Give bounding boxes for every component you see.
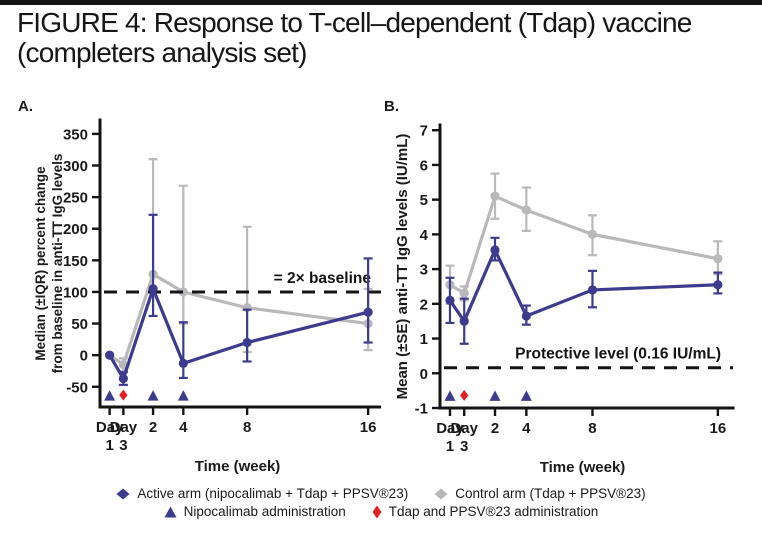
- data-point: [105, 350, 115, 360]
- series-line: [108, 287, 370, 381]
- x-tick-label: Day: [110, 419, 138, 436]
- figure-title-line2: (completers analysis set): [17, 36, 307, 68]
- data-point: [713, 280, 723, 290]
- legend-item-tdap-admin: Tdap and PPSV®23 administration: [372, 504, 599, 519]
- y-tick-label: 0: [420, 366, 428, 383]
- x-tick-label: Day: [450, 420, 478, 437]
- data-point: [490, 245, 500, 255]
- data-point: [490, 191, 500, 201]
- legend-label-tdap-admin: Tdap and PPSV®23 administration: [388, 504, 599, 519]
- nipocalimab-marker: [147, 390, 159, 401]
- y-axis-title: Mean (±SE) anti-TT IgG levels (IU/mL): [394, 134, 411, 400]
- y-tick-label: 300: [63, 158, 88, 175]
- x-tick-label: 8: [588, 420, 596, 437]
- y-tick-label: 7: [420, 123, 428, 140]
- y-tick-label: 2: [420, 296, 428, 313]
- reference-line-label: = 2× baseline: [274, 270, 372, 287]
- tdap-marker: [460, 389, 469, 401]
- y-tick-label: 1: [420, 331, 428, 348]
- data-point: [587, 285, 598, 295]
- nipocalimab-marker: [177, 390, 189, 401]
- x-tick-label: 16: [710, 420, 727, 437]
- data-point: [148, 284, 158, 294]
- figure-title-line1: FIGURE 4: Response to T-cell–dependent (…: [17, 7, 692, 38]
- nipocalimab-triangle-icon: [164, 506, 177, 517]
- x-tick-label: Day: [436, 420, 464, 437]
- data-point: [459, 316, 469, 326]
- x-tick-label: 3: [460, 438, 468, 455]
- legend-row-arms: Active arm (nipocalimab + Tdap + PPSV®23…: [116, 486, 646, 501]
- y-axis-title: from baseline in anti-TT IgG levels: [50, 154, 65, 374]
- x-tick-label: 2: [491, 420, 499, 437]
- x-axis-title: Time (week): [195, 458, 281, 475]
- x-tick-label: 16: [360, 419, 377, 436]
- y-tick-label: -1: [415, 401, 428, 418]
- data-point: [521, 311, 531, 321]
- legend-label-active-arm: Active arm (nipocalimab + Tdap + PPSV®23…: [137, 486, 409, 501]
- data-point: [587, 229, 598, 239]
- y-tick-label: 250: [63, 190, 88, 207]
- data-point: [459, 288, 469, 299]
- y-tick-label: 3: [420, 262, 428, 279]
- data-point: [713, 254, 723, 264]
- y-tick-label: 50: [71, 316, 88, 333]
- nipocalimab-marker: [104, 390, 116, 401]
- data-point: [178, 287, 188, 297]
- nipocalimab-marker: [444, 390, 456, 401]
- series-line: [108, 272, 370, 367]
- y-tick-label: 150: [63, 253, 88, 270]
- data-point: [178, 358, 188, 368]
- x-tick-label: 8: [243, 419, 251, 436]
- panel-b-label: B.: [384, 98, 399, 115]
- y-tick-label: 350: [63, 126, 88, 143]
- series-line: [448, 248, 720, 323]
- data-point: [363, 307, 373, 317]
- x-tick-label: 1: [105, 437, 113, 454]
- data-point: [242, 337, 252, 348]
- series-line: [448, 194, 720, 296]
- tdap-diamond-icon: [372, 505, 382, 518]
- data-point: [118, 373, 128, 384]
- active-arm-diamond-icon: [116, 488, 130, 499]
- legend-item-active-arm: Active arm (nipocalimab + Tdap + PPSV®23…: [116, 486, 408, 501]
- figure-title: FIGURE 4: Response to T-cell–dependent (…: [17, 8, 757, 67]
- y-tick-label: 0: [80, 348, 88, 365]
- data-point: [445, 295, 455, 305]
- nipocalimab-marker: [489, 390, 501, 401]
- legend-item-nipocalimab-admin: Nipocalimab administration: [164, 504, 346, 519]
- x-tick-label: 3: [119, 437, 127, 454]
- figure-legend: Active arm (nipocalimab + Tdap + PPSV®23…: [0, 486, 762, 519]
- legend-label-nipocalimab-admin: Nipocalimab administration: [183, 504, 346, 519]
- y-tick-label: -50: [66, 379, 88, 396]
- y-tick-label: 4: [420, 227, 429, 244]
- x-tick-label: 2: [149, 419, 157, 436]
- nipocalimab-marker: [520, 390, 532, 401]
- x-tick-label: Day: [96, 419, 124, 436]
- y-tick-label: 5: [420, 192, 428, 209]
- x-axis-title: Time (week): [540, 459, 626, 476]
- x-tick-label: 4: [522, 420, 531, 437]
- data-point: [521, 205, 531, 215]
- panel-a-label: A.: [18, 98, 33, 115]
- legend-row-administration: Nipocalimab administration Tdap and PPSV…: [164, 504, 599, 519]
- tdap-marker: [119, 389, 128, 401]
- x-tick-label: 4: [179, 419, 188, 436]
- top-accent-bar: [0, 0, 762, 5]
- legend-item-control-arm: Control arm (Tdap + PPSV®23): [434, 486, 646, 501]
- y-axis-title: Median (±IQR) percent change: [33, 166, 48, 361]
- y-tick-label: 200: [63, 221, 88, 238]
- control-arm-diamond-icon: [434, 488, 448, 499]
- x-tick-label: 1: [446, 438, 454, 455]
- y-tick-label: 100: [63, 284, 88, 301]
- reference-line-label: Protective level (0.16 IU/mL): [515, 346, 721, 363]
- y-tick-label: 6: [420, 157, 428, 174]
- legend-label-control-arm: Control arm (Tdap + PPSV®23): [455, 486, 646, 501]
